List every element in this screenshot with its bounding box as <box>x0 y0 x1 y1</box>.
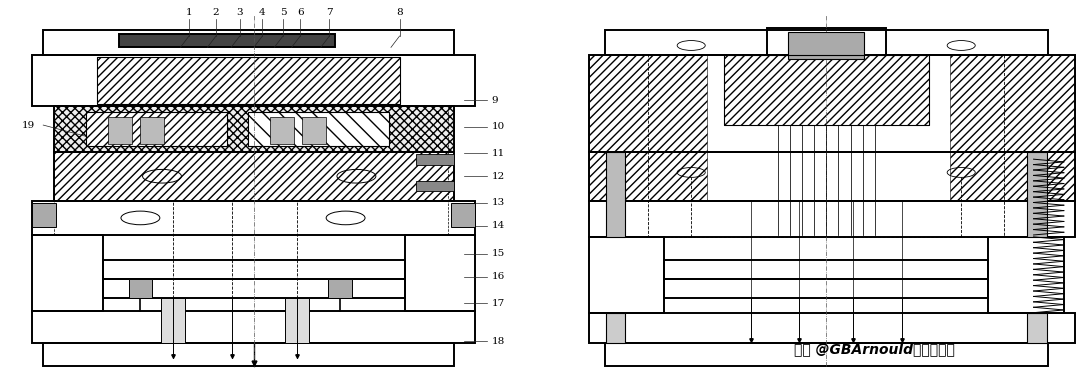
Bar <box>605 30 1048 55</box>
Bar <box>328 279 352 298</box>
Bar <box>589 152 1075 201</box>
Bar <box>108 117 132 144</box>
Text: 18: 18 <box>491 337 504 346</box>
Text: 15: 15 <box>491 249 504 258</box>
Bar <box>129 279 152 298</box>
Bar <box>589 55 707 152</box>
Bar <box>606 152 625 237</box>
Bar <box>32 201 475 235</box>
Bar <box>767 28 886 63</box>
Bar <box>589 313 1075 343</box>
Bar <box>648 55 1004 201</box>
Bar <box>285 298 309 343</box>
Bar <box>32 55 475 106</box>
Bar <box>248 112 389 146</box>
Bar <box>86 112 227 146</box>
Text: 10: 10 <box>491 122 504 132</box>
Bar <box>664 279 988 298</box>
Bar <box>97 57 400 104</box>
Bar <box>788 32 864 59</box>
Bar <box>606 313 625 343</box>
Text: 14: 14 <box>491 221 504 230</box>
Text: 8: 8 <box>396 8 403 17</box>
Bar <box>950 55 1075 152</box>
Bar <box>54 152 454 201</box>
Bar <box>589 201 1075 237</box>
Bar <box>103 279 405 298</box>
Text: 9: 9 <box>491 96 498 105</box>
Bar <box>54 106 454 152</box>
Text: 2: 2 <box>213 8 219 17</box>
Bar <box>950 152 1075 201</box>
Bar <box>302 117 326 144</box>
Bar <box>405 235 475 311</box>
Text: 头条 @GBArnould大湾区模具: 头条 @GBArnould大湾区模具 <box>794 342 955 356</box>
Text: 4: 4 <box>259 8 266 17</box>
Text: 11: 11 <box>491 149 504 158</box>
Bar <box>589 55 1075 152</box>
Bar <box>724 55 929 125</box>
Bar <box>589 237 664 313</box>
Text: 7: 7 <box>326 8 333 17</box>
Bar <box>1027 313 1047 343</box>
Bar <box>1027 152 1047 237</box>
Bar <box>103 260 405 279</box>
Bar <box>32 203 56 227</box>
Text: 5: 5 <box>280 8 286 17</box>
Bar <box>724 55 929 125</box>
Bar <box>248 112 389 146</box>
Text: 6: 6 <box>297 8 303 17</box>
Bar <box>97 57 400 104</box>
Bar <box>589 152 707 201</box>
Bar <box>43 343 454 366</box>
Bar <box>140 117 164 144</box>
Bar <box>988 237 1064 313</box>
Bar <box>648 201 1004 237</box>
Bar <box>416 154 454 165</box>
Text: 16: 16 <box>491 272 504 281</box>
Bar <box>32 311 475 343</box>
Text: 1: 1 <box>186 8 192 17</box>
Bar <box>54 152 454 201</box>
Bar <box>43 30 454 55</box>
Text: 19: 19 <box>22 121 35 130</box>
Bar <box>416 181 454 191</box>
Text: 3: 3 <box>237 8 243 17</box>
Text: 17: 17 <box>491 299 504 308</box>
Bar <box>54 106 454 152</box>
Text: 13: 13 <box>491 198 504 207</box>
Bar <box>86 112 227 146</box>
Bar <box>32 235 103 311</box>
Bar <box>270 117 294 144</box>
Bar <box>161 298 185 343</box>
Bar <box>664 260 988 279</box>
Bar <box>451 203 475 227</box>
Text: 12: 12 <box>491 172 504 181</box>
Bar <box>605 343 1048 366</box>
Bar <box>119 34 335 47</box>
